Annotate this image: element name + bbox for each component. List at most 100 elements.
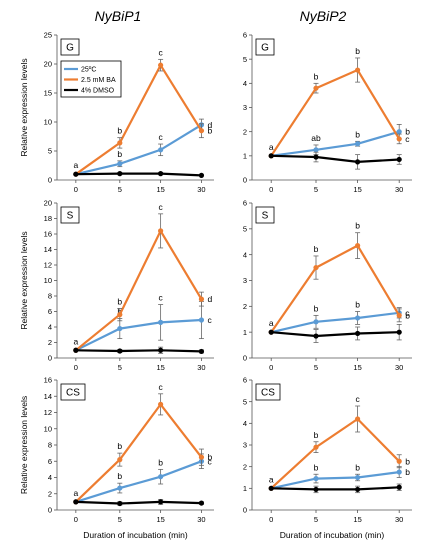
panel-id: CS xyxy=(261,388,275,399)
data-point xyxy=(396,329,402,335)
y-tick-label: 2 xyxy=(243,462,247,471)
data-point xyxy=(355,474,361,481)
y-tick-label: 4 xyxy=(243,419,247,428)
significance-label: a xyxy=(269,142,274,152)
series-1: b b b xyxy=(268,221,410,335)
data-point xyxy=(396,469,402,475)
y-tick-label: 4 xyxy=(48,473,52,482)
y-tick-label: 12 xyxy=(44,261,52,270)
y-tick-label: 5 xyxy=(243,224,247,233)
panel-id: G xyxy=(66,43,74,54)
data-point xyxy=(313,333,319,339)
panel-id-box: G xyxy=(60,38,80,56)
x-tick-label: 30 xyxy=(395,515,403,524)
significance-label: c xyxy=(158,132,163,142)
panel-id: S xyxy=(67,211,74,222)
significance-label: b xyxy=(405,127,410,137)
y-tick-label: 0 xyxy=(48,176,52,185)
series-line xyxy=(270,244,401,333)
data-point xyxy=(313,264,319,271)
panel-NyBiP1-CS: 0 2 4 6 8 10 12 14 16 0 5 15 30 CS Relative expression… xyxy=(19,376,214,540)
data-point xyxy=(396,136,402,142)
legend-entry: 2.5 mM BA xyxy=(81,77,116,84)
significance-label: c xyxy=(207,456,212,466)
y-axis-label: Relative expression levels xyxy=(19,231,29,329)
y-tick-label: 5 xyxy=(243,55,247,64)
y-tick-label: 10 xyxy=(44,276,52,285)
series-line xyxy=(270,311,400,334)
series-2 xyxy=(268,324,402,343)
significance-label: c xyxy=(207,315,212,325)
x-tick-label: 15 xyxy=(156,363,164,372)
data-point xyxy=(355,243,361,249)
data-point xyxy=(396,458,402,464)
x-tick-label: 0 xyxy=(269,515,273,524)
data-point xyxy=(198,317,205,323)
y-tick-label: 3 xyxy=(243,103,247,112)
panel-NyBiP1-G: 0 5 10 15 20 25 0 5 15 30 G Relative expression lev… xyxy=(19,31,214,194)
series-line xyxy=(271,331,400,338)
series-line xyxy=(271,486,400,491)
data-point xyxy=(268,485,274,491)
data-point xyxy=(158,171,164,177)
y-tick-label: 1 xyxy=(243,484,247,493)
data-point xyxy=(73,499,79,505)
y-tick-label: 2 xyxy=(48,338,52,347)
data-point xyxy=(117,140,123,146)
y-tick-label: 15 xyxy=(44,89,52,98)
data-point xyxy=(158,401,164,407)
y-tick-label: 8 xyxy=(48,292,52,301)
x-tick-label: 0 xyxy=(74,515,78,524)
y-tick-label: 18 xyxy=(44,214,52,223)
y-tick-label: 6 xyxy=(243,199,247,208)
panel-id: G xyxy=(261,43,269,54)
series-0: a ab b b xyxy=(268,124,410,159)
x-tick-label: 0 xyxy=(74,363,78,372)
data-point xyxy=(117,312,123,318)
series-line xyxy=(75,228,203,352)
data-point xyxy=(73,347,79,353)
data-point xyxy=(198,172,205,178)
significance-label: b xyxy=(117,471,122,481)
y-tick-label: 25 xyxy=(44,31,52,40)
significance-label: b xyxy=(405,310,410,320)
y-tick-label: 14 xyxy=(44,392,52,401)
data-point xyxy=(396,484,402,490)
series-line xyxy=(75,172,202,177)
significance-label: a xyxy=(73,160,78,170)
x-tick-label: 5 xyxy=(118,363,122,372)
y-tick-label: 14 xyxy=(44,245,52,254)
significance-label: b xyxy=(355,300,360,310)
series-2 xyxy=(268,483,402,494)
data-point xyxy=(198,128,205,134)
y-tick-label: 16 xyxy=(44,376,52,385)
x-tick-label: 15 xyxy=(353,185,361,194)
significance-label: b xyxy=(117,149,122,159)
y-tick-label: 4 xyxy=(243,79,247,88)
data-point xyxy=(158,62,164,68)
significance-label: c xyxy=(158,382,163,392)
panel-id-box: S xyxy=(255,206,275,224)
x-axis-label: Duration of incubation (min) xyxy=(280,530,385,540)
panel-id-box: CS xyxy=(60,383,86,401)
data-point xyxy=(268,329,274,335)
significance-label: a xyxy=(73,488,78,498)
x-tick-label: 30 xyxy=(395,185,403,194)
data-point xyxy=(313,444,319,450)
significance-label: a xyxy=(269,318,274,328)
series-line xyxy=(75,62,203,176)
y-tick-label: 3 xyxy=(243,276,247,285)
y-tick-label: 20 xyxy=(44,60,52,69)
data-point xyxy=(355,486,361,493)
y-tick-label: 10 xyxy=(44,424,52,433)
data-point xyxy=(158,147,164,153)
data-point xyxy=(313,319,319,325)
data-point xyxy=(198,454,205,460)
x-tick-label: 30 xyxy=(197,363,205,372)
data-point xyxy=(313,147,319,153)
data-point xyxy=(355,159,361,165)
x-tick-label: 0 xyxy=(269,185,273,194)
